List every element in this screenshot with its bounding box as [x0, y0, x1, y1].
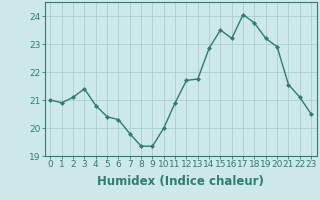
- X-axis label: Humidex (Indice chaleur): Humidex (Indice chaleur): [97, 175, 264, 188]
